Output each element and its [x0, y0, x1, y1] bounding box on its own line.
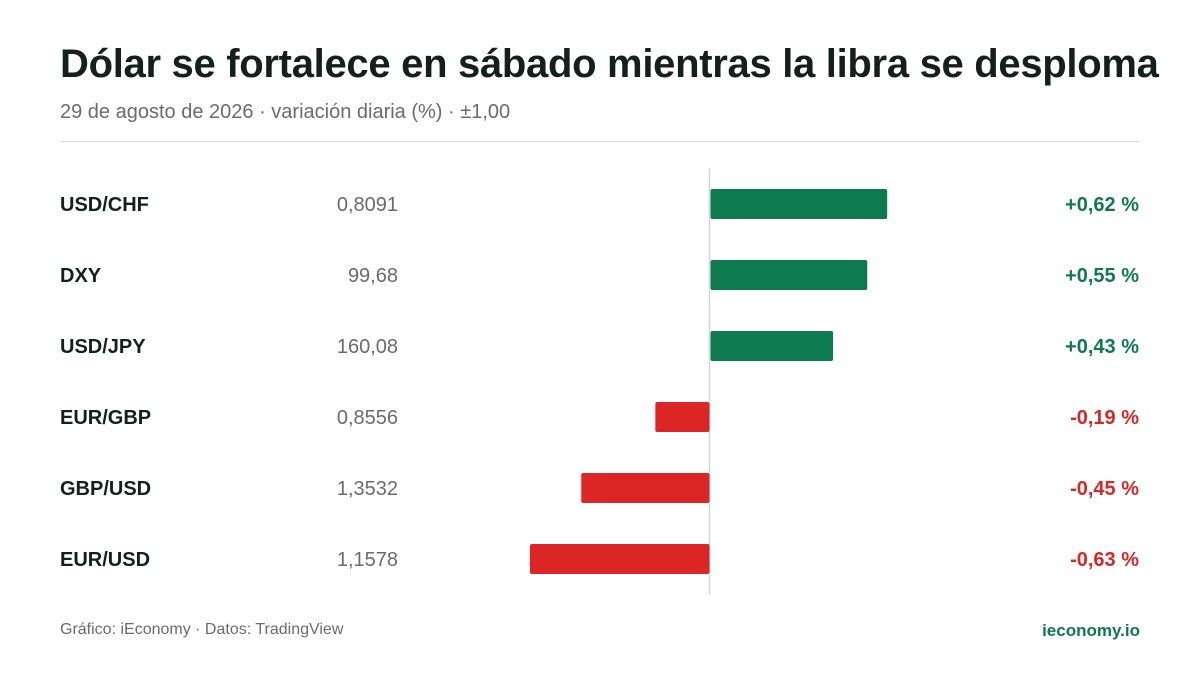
price-value: 0,8556	[337, 407, 398, 429]
category-label: EUR/USD	[60, 549, 150, 571]
data-label: -0,45 %	[1070, 478, 1139, 500]
data-label: +0,55 %	[1065, 265, 1139, 287]
bar	[581, 473, 710, 503]
data-label: +0,43 %	[1065, 336, 1139, 358]
data-label: -0,19 %	[1070, 407, 1139, 429]
bar	[655, 402, 710, 432]
chart-title: Dólar se fortalece en sábado mientras la…	[60, 42, 1159, 86]
header-divider	[60, 141, 1140, 142]
data-label: +0,62 %	[1065, 194, 1139, 216]
price-value: 160,08	[337, 336, 398, 358]
category-label: USD/JPY	[60, 336, 146, 358]
price-value: 1,1578	[337, 549, 398, 571]
data-label: -0,63 %	[1070, 549, 1139, 571]
bar	[710, 189, 888, 219]
price-value: 0,8091	[337, 194, 398, 216]
category-label: GBP/USD	[60, 478, 151, 500]
bar	[710, 331, 834, 361]
category-label: DXY	[60, 265, 102, 287]
brand-link[interactable]: ieconomy.io	[1042, 621, 1140, 640]
category-label: USD/CHF	[60, 194, 149, 216]
price-value: 99,68	[348, 265, 398, 287]
bar	[529, 544, 710, 574]
price-value: 1,3532	[337, 478, 398, 500]
source-credit: Gráfico: iEconomy · Datos: TradingView	[60, 621, 344, 638]
category-label: EUR/GBP	[60, 407, 151, 429]
bar	[710, 260, 868, 290]
chart-subtitle: 29 de agosto de 2026 · variación diaria …	[60, 101, 511, 123]
